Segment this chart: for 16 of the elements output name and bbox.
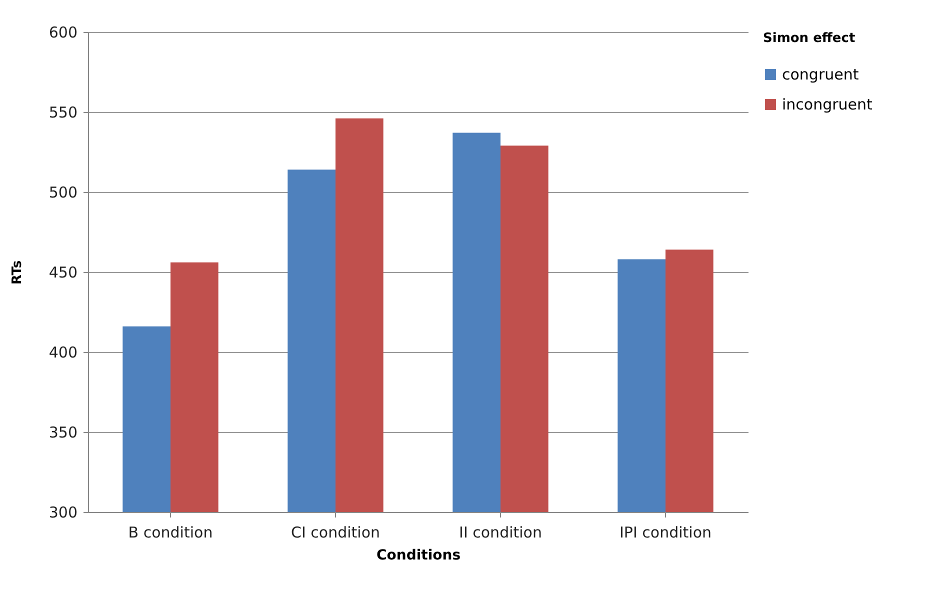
y-tick-label: 600 [48, 24, 78, 42]
x-tick-label: CI condition [290, 524, 380, 542]
legend-title: Simon effect [763, 31, 856, 46]
y-tick-label: 500 [48, 184, 78, 202]
y-tick-label: 400 [48, 344, 78, 362]
x-tick-label: B condition [128, 524, 213, 542]
y-tick-label: 350 [48, 424, 78, 442]
x-tick-label: II condition [459, 524, 542, 542]
legend-label: incongruent [782, 96, 873, 114]
x-tick-label: IPI condition [619, 524, 712, 542]
y-axis-title: RTs [10, 260, 25, 285]
x-axis-title: Conditions [376, 548, 461, 564]
legend-label: congruent [782, 66, 859, 84]
y-tick-label: 450 [48, 264, 78, 282]
y-tick-label: 550 [48, 104, 78, 122]
y-tick-label: 300 [48, 504, 78, 522]
